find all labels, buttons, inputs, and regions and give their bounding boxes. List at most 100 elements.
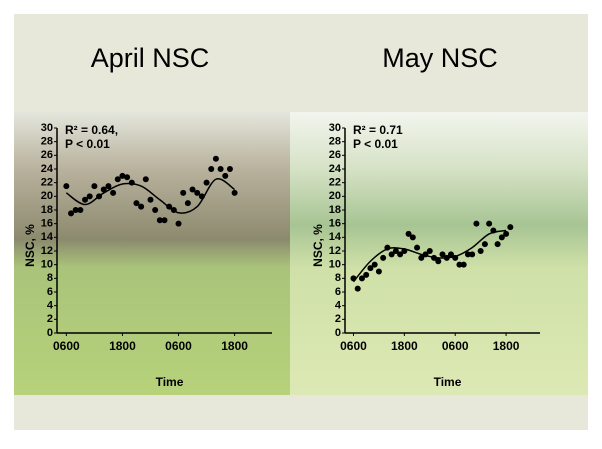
data-point — [507, 224, 513, 230]
x-axis-label: Time — [156, 375, 184, 389]
data-point — [350, 275, 356, 281]
y-tick-label: 14 — [329, 231, 342, 243]
data-point — [63, 183, 69, 189]
data-point — [222, 173, 228, 179]
y-tick-label: 4 — [335, 300, 342, 312]
y-axis-label: NSC, % — [311, 224, 325, 267]
data-point — [213, 156, 219, 162]
y-tick-label: 6 — [335, 286, 341, 298]
y-tick-label: 20 — [329, 190, 341, 202]
data-point — [232, 190, 238, 196]
data-point — [410, 234, 416, 240]
data-point — [152, 207, 158, 213]
y-tick-label: 26 — [329, 149, 341, 161]
y-tick-label: 22 — [329, 177, 341, 189]
data-point — [495, 241, 501, 247]
data-point — [401, 248, 407, 254]
y-tick-label: 0 — [47, 327, 53, 339]
data-point — [171, 207, 177, 213]
x-tick-label: 1800 — [493, 339, 520, 353]
y-tick-label: 10 — [41, 259, 53, 271]
data-point — [227, 166, 233, 172]
data-point — [147, 197, 153, 203]
data-point — [376, 269, 382, 275]
x-tick-label: 0600 — [53, 339, 80, 353]
y-tick-label: 26 — [41, 149, 53, 161]
x-tick-label: 0600 — [165, 339, 192, 353]
y-tick-label: 16 — [41, 218, 53, 230]
data-point — [138, 204, 144, 210]
y-tick-label: 30 — [41, 122, 53, 134]
y-tick-label: 8 — [335, 272, 341, 284]
data-point — [435, 258, 441, 264]
page: April NSC0246810121416182022242628300600… — [0, 0, 602, 449]
data-point — [355, 286, 361, 292]
y-tick-label: 28 — [41, 136, 53, 148]
annotation: R² = 0.64, — [65, 123, 118, 137]
y-tick-label: 16 — [329, 218, 341, 230]
y-tick-label: 6 — [47, 286, 53, 298]
y-tick-label: 18 — [41, 204, 53, 216]
data-point — [469, 251, 475, 257]
data-point — [482, 241, 488, 247]
data-point — [503, 231, 509, 237]
data-point — [380, 255, 386, 261]
annotation: P < 0.01 — [65, 137, 110, 151]
data-point — [77, 207, 83, 213]
data-point — [162, 217, 168, 223]
slide: April NSC0246810121416182022242628300600… — [0, 0, 602, 444]
data-point — [372, 262, 378, 268]
data-point — [96, 193, 102, 199]
y-tick-label: 18 — [329, 204, 341, 216]
data-point — [91, 183, 97, 189]
x-tick-label: 0600 — [442, 339, 469, 353]
y-tick-label: 0 — [335, 327, 341, 339]
data-point — [105, 183, 111, 189]
x-tick-label: 1800 — [109, 339, 136, 353]
data-point — [384, 245, 390, 251]
y-tick-label: 10 — [329, 259, 341, 271]
y-tick-label: 24 — [329, 163, 342, 175]
chart-title: May NSC — [382, 43, 498, 73]
data-point — [110, 190, 116, 196]
data-point — [204, 180, 210, 186]
data-point — [478, 248, 484, 254]
y-tick-label: 12 — [41, 245, 53, 257]
data-point — [176, 221, 182, 227]
data-point — [473, 221, 479, 227]
data-point — [363, 272, 369, 278]
annotation: P < 0.01 — [353, 137, 398, 151]
x-tick-label: 1800 — [221, 339, 248, 353]
data-point — [180, 190, 186, 196]
y-tick-label: 24 — [41, 163, 54, 175]
y-axis-label: NSC, % — [23, 224, 37, 267]
chart-title: April NSC — [91, 43, 210, 73]
y-tick-label: 12 — [329, 245, 341, 257]
y-tick-label: 8 — [47, 272, 53, 284]
y-tick-label: 20 — [41, 190, 53, 202]
y-tick-label: 28 — [329, 136, 341, 148]
data-point — [461, 262, 467, 268]
y-tick-label: 30 — [329, 122, 341, 134]
y-tick-label: 2 — [335, 313, 341, 325]
data-point — [87, 193, 93, 199]
data-point — [490, 228, 496, 234]
x-tick-label: 1800 — [391, 339, 418, 353]
data-point — [143, 176, 149, 182]
data-point — [427, 248, 433, 254]
annotation: R² = 0.71 — [353, 123, 403, 137]
data-point — [124, 174, 130, 180]
y-tick-label: 4 — [47, 300, 54, 312]
data-point — [414, 245, 420, 251]
data-point — [486, 221, 492, 227]
x-tick-label: 0600 — [340, 339, 367, 353]
y-tick-label: 22 — [41, 177, 53, 189]
y-tick-label: 14 — [41, 231, 54, 243]
data-point — [185, 200, 191, 206]
data-point — [452, 255, 458, 261]
data-point — [199, 193, 205, 199]
data-point — [129, 180, 135, 186]
data-point — [208, 166, 214, 172]
x-axis-label: Time — [434, 375, 462, 389]
y-tick-label: 2 — [47, 313, 53, 325]
